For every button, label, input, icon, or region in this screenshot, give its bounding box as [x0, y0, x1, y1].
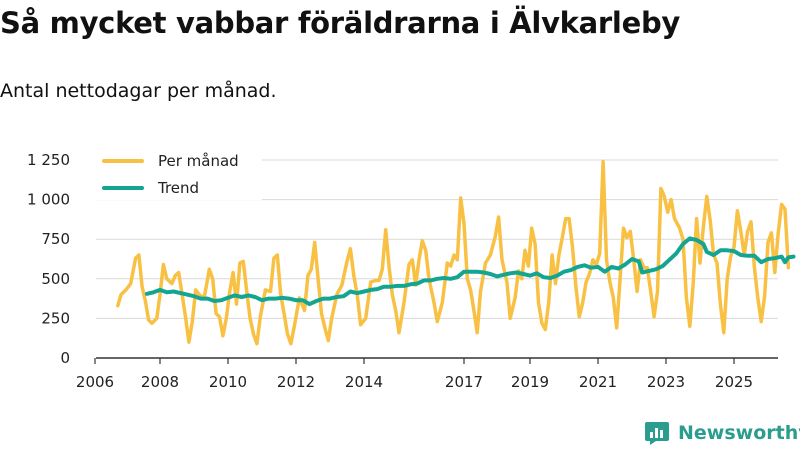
y-tick-label: 1 000 [27, 191, 70, 209]
y-tick-label: 750 [41, 230, 70, 248]
x-tick-label: 2017 [445, 373, 483, 391]
y-tick-label: 250 [41, 309, 70, 327]
x-tick-label: 2008 [141, 373, 179, 391]
x-tick-label: 2025 [715, 373, 753, 391]
legend-background [96, 148, 262, 200]
x-tick-label: 2006 [76, 373, 114, 391]
newsworthy-logo-icon [645, 422, 669, 445]
legend-label: Trend [157, 179, 199, 197]
legend-label: Per månad [158, 152, 239, 170]
page-title: Så mycket vabbar föräldrarna i Älvkarleb… [0, 6, 681, 40]
x-tick-label: 2012 [277, 373, 315, 391]
x-tick-label: 2023 [647, 373, 685, 391]
x-tick-label: 2021 [579, 373, 617, 391]
legend: Per månad Trend [96, 148, 262, 200]
x-tick-label: 2019 [511, 373, 549, 391]
x-tick-label: 2014 [345, 373, 383, 391]
brand-name: Newsworthy [678, 422, 800, 444]
series-line-trend [145, 236, 796, 307]
x-tick-label: 2010 [209, 373, 247, 391]
y-tick-label: 1 250 [27, 151, 70, 169]
series-line-per-month [116, 159, 791, 346]
y-tick-label: 0 [60, 349, 70, 367]
brand-logo: Newsworthy [644, 419, 800, 447]
series-lines [116, 159, 796, 346]
x-axis: 2006 2008 2010 2012 2014 2017 2019 2021 2023 2025 [76, 357, 778, 391]
y-tick-label: 500 [41, 270, 70, 288]
page-subtitle: Antal nettodagar per månad. [0, 80, 277, 102]
y-axis: 0 250 500 750 1 000 1 250 [27, 151, 70, 367]
